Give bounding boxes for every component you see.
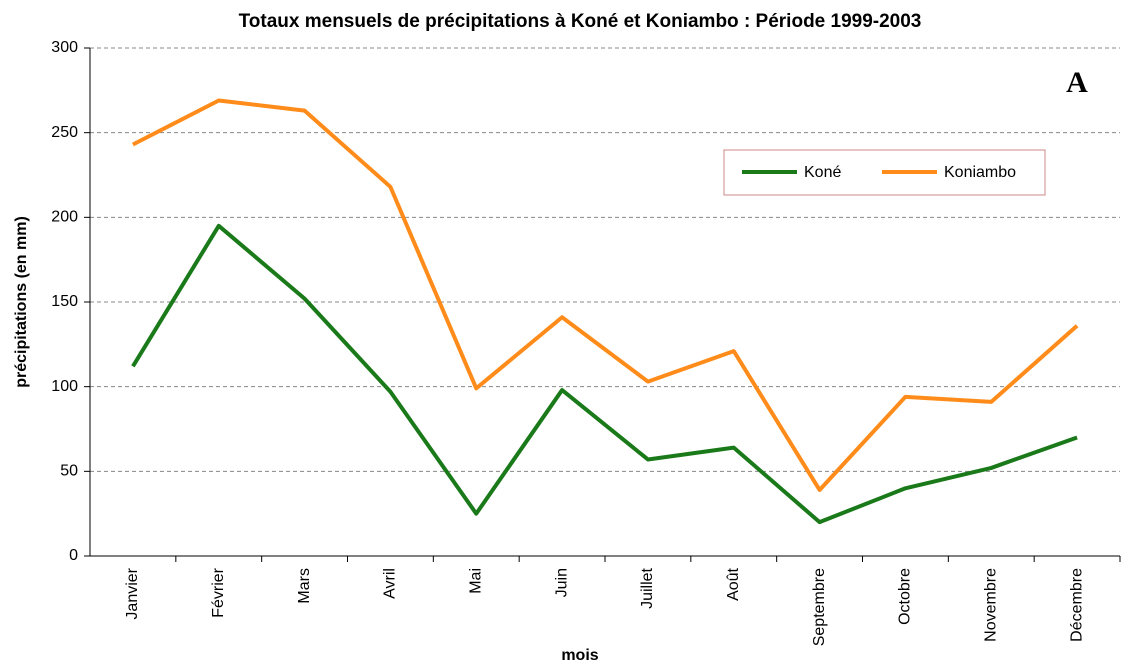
x-tick-label: Décembre xyxy=(1068,568,1085,642)
chart-title: Totaux mensuels de précipitations à Koné… xyxy=(239,11,922,32)
x-axis-label: mois xyxy=(561,647,598,664)
x-tick-label: Septembre xyxy=(811,568,828,646)
legend-label: Koniambo xyxy=(944,164,1016,181)
x-tick-label: Janvier xyxy=(124,567,141,619)
y-tick-label: 250 xyxy=(51,124,78,141)
y-tick-label: 0 xyxy=(69,547,78,564)
annotation: A xyxy=(1066,66,1088,99)
y-tick-label: 300 xyxy=(51,39,78,56)
y-tick-label: 100 xyxy=(51,378,78,395)
x-tick-label: Mai xyxy=(467,568,484,594)
x-tick-label: Mars xyxy=(296,568,313,604)
x-tick-label: Juillet xyxy=(639,567,656,608)
legend-label: Koné xyxy=(804,164,841,181)
x-tick-label: Novembre xyxy=(982,568,999,642)
x-tick-label: Juin xyxy=(553,568,570,597)
series-line xyxy=(131,223,1078,525)
x-tick-label: Octobre xyxy=(897,568,914,625)
x-tick-label: Février xyxy=(210,567,227,617)
y-axis-label: précipitations (en mm) xyxy=(13,216,30,388)
y-tick-label: 200 xyxy=(51,209,78,226)
series-line xyxy=(132,98,1079,492)
y-tick-label: 150 xyxy=(51,293,78,310)
x-tick-label: Août xyxy=(725,567,742,600)
x-tick-label: Avril xyxy=(382,568,399,599)
y-tick-label: 50 xyxy=(60,463,78,480)
